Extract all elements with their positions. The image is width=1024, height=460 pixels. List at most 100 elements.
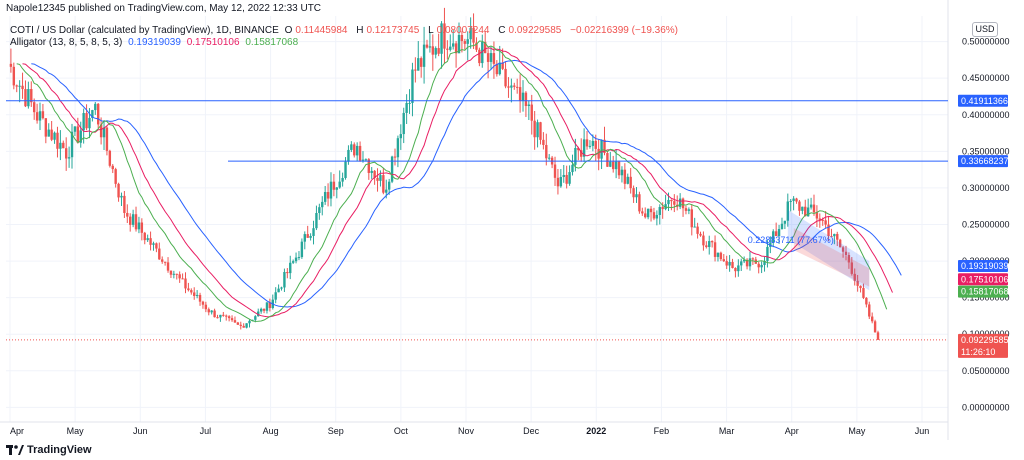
indicator-name[interactable]: Alligator (13, 8, 5, 8, 5, 3) <box>10 37 123 48</box>
candle-body <box>175 273 178 275</box>
currency-button[interactable]: USD <box>972 22 998 37</box>
x-tick-label: Apr <box>10 426 24 436</box>
candle-body <box>830 236 833 238</box>
alligator-lips-line <box>16 40 888 322</box>
indicator-header: Alligator (13, 8, 5, 8, 5, 3) 0.19319039… <box>10 37 301 48</box>
candle-body <box>868 304 871 317</box>
candle-body <box>443 23 446 49</box>
candle-body <box>198 294 202 302</box>
candle-body <box>393 156 397 158</box>
candle-body <box>376 177 379 181</box>
candle-body <box>431 46 435 55</box>
candle-body <box>344 161 347 178</box>
candle-body <box>489 53 493 62</box>
candle-body <box>318 207 321 214</box>
candle-body <box>565 174 568 184</box>
x-tick-label: Aug <box>263 426 279 436</box>
x-tick-label: Nov <box>458 426 475 436</box>
candle-body <box>504 68 507 87</box>
candle-body <box>827 224 830 237</box>
candle-body <box>515 86 519 88</box>
x-tick-label: Jul <box>200 426 212 436</box>
indicator-jaw-value: 0.19319039 <box>128 37 181 48</box>
candle-body <box>798 201 801 211</box>
candle-body <box>163 261 167 263</box>
candle-body <box>120 195 123 198</box>
candle-body <box>466 39 469 44</box>
symbol-title[interactable]: COTI / US Dollar (calculated by TradingV… <box>10 25 279 36</box>
candle-body <box>655 214 659 219</box>
candle-body <box>876 332 880 340</box>
candle-body <box>705 245 708 248</box>
candle-body <box>772 231 775 243</box>
candle-body <box>190 290 193 293</box>
candle-body <box>56 132 59 149</box>
candle-body <box>702 235 705 246</box>
candle-body <box>693 226 696 228</box>
candle-body <box>181 278 184 280</box>
candle-body <box>187 288 190 291</box>
candle-body <box>722 259 725 262</box>
candle-body <box>97 103 100 125</box>
candle-body <box>521 92 525 102</box>
candle-body <box>161 259 164 262</box>
candle-body <box>801 206 804 211</box>
candle-body <box>67 157 71 159</box>
candle-body <box>469 27 472 40</box>
y-tick-label: 0.35000000 <box>962 146 1010 156</box>
candle-body <box>725 261 728 266</box>
candle-body <box>108 150 112 166</box>
candle-body <box>248 320 251 324</box>
candle-body <box>696 226 699 234</box>
candle-body <box>146 238 149 241</box>
candle-body <box>687 209 691 211</box>
x-tick-label: Apr <box>785 426 799 436</box>
candle-body <box>297 257 301 259</box>
candle-body <box>620 169 624 176</box>
candle-body <box>638 194 641 212</box>
indicator-teeth-value: 0.17510106 <box>186 37 240 48</box>
price-chart[interactable]: 0.22883711 (77.67%) 0.00000000 0.05000000 0… <box>0 0 1024 440</box>
candle-body <box>399 134 403 139</box>
candles-group <box>9 7 880 340</box>
candle-body <box>600 139 603 159</box>
candle-body <box>481 41 484 64</box>
candle-body <box>737 265 740 272</box>
candle-body <box>158 248 161 260</box>
indicator-lips-value: 0.15817068 <box>245 37 299 48</box>
candle-body <box>780 223 784 230</box>
candle-body <box>492 53 496 64</box>
candle-body <box>201 301 205 305</box>
candle-body <box>536 122 539 138</box>
candle-body <box>731 261 734 268</box>
indicator-price-label: 0.19319039 <box>961 261 1009 271</box>
candle-body <box>149 238 152 245</box>
candle-body <box>475 42 478 50</box>
candle-body <box>594 140 597 149</box>
candle-body <box>62 142 65 149</box>
candle-body <box>32 102 36 113</box>
y-tick-label: 0.30000000 <box>962 183 1010 193</box>
candle-body <box>85 113 88 129</box>
candle-body <box>225 315 228 317</box>
candle-body <box>169 270 173 275</box>
candle-body <box>184 278 187 289</box>
y-tick-label: 0.50000000 <box>962 37 1010 47</box>
candle-body <box>309 235 312 238</box>
candle-body <box>303 234 306 242</box>
candle-body <box>213 310 216 318</box>
candle-body <box>641 211 644 214</box>
candle-body <box>495 63 499 75</box>
candle-body <box>370 170 373 173</box>
candle-body <box>21 85 24 90</box>
candle-body <box>382 175 385 193</box>
candle-body <box>678 198 682 207</box>
y-tick-label: 0.00000000 <box>962 402 1010 412</box>
indicator-price-badge <box>958 285 1008 298</box>
candle-body <box>291 261 295 263</box>
candle-body <box>178 274 181 279</box>
candle-body <box>786 201 789 221</box>
tradingview-logo[interactable]: TradingView <box>6 444 92 456</box>
candle-body <box>751 258 755 260</box>
candle-body <box>251 319 254 321</box>
